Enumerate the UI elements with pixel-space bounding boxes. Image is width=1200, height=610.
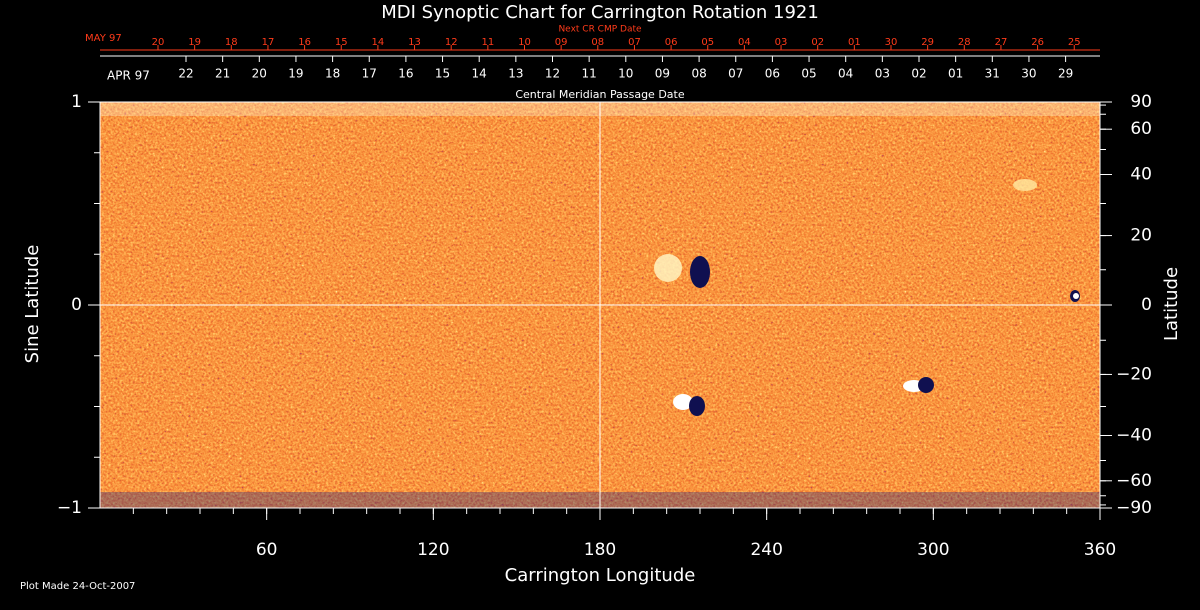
cmp-date: 01 (948, 67, 963, 81)
cmp-date: 10 (618, 67, 633, 81)
next-cr-month: MAY 97 (85, 33, 122, 44)
next-cr-date: 14 (372, 37, 385, 48)
next-cr-date: 10 (518, 37, 531, 48)
next-cr-date: 04 (738, 37, 751, 48)
next-cr-date: 07 (628, 37, 641, 48)
next-cr-date: 06 (665, 37, 678, 48)
next-cr-date: 30 (885, 37, 898, 48)
cmp-date: 15 (435, 67, 450, 81)
cmp-date: 20 (252, 67, 267, 81)
next-cr-date: 11 (481, 37, 494, 48)
cmp-month: APR 97 (107, 69, 150, 83)
cmp-date: 29 (1058, 67, 1073, 81)
next-cr-date: 28 (958, 37, 971, 48)
x-tick-label: 60 (256, 540, 278, 560)
next-cr-date: 12 (445, 37, 458, 48)
next-cr-date: 08 (591, 37, 604, 48)
cmp-date: 19 (288, 67, 303, 81)
y2-tick-label: 0 (1141, 295, 1152, 315)
y-axis-label: Sine Latitude (22, 245, 43, 364)
y2-tick-label: −90 (1116, 498, 1152, 518)
cmp-date: 16 (398, 67, 413, 81)
top-axis-label: Next CR CMP Date (558, 25, 642, 35)
cmp-date: 03 (875, 67, 890, 81)
cmp-date: 18 (325, 67, 340, 81)
y2-tick-label: −60 (1116, 471, 1152, 491)
cmp-date: 11 (582, 67, 597, 81)
next-cr-date: 09 (555, 37, 568, 48)
next-cr-date: 01 (848, 37, 861, 48)
cmp-date: 13 (508, 67, 523, 81)
next-cr-date: 13 (408, 37, 421, 48)
y-tick-label: 1 (71, 92, 82, 112)
x-tick-label: 180 (584, 540, 616, 560)
cmp-date: 08 (691, 67, 706, 81)
cmp-date: 17 (362, 67, 377, 81)
y2-tick-label: −20 (1116, 364, 1152, 384)
y2-tick-label: 40 (1130, 165, 1152, 185)
cmp-date: 14 (472, 67, 487, 81)
next-cr-date: 25 (1068, 37, 1081, 48)
cmp-date: 02 (911, 67, 926, 81)
cmp-date: 06 (765, 67, 780, 81)
y-tick-label: −1 (57, 498, 82, 518)
next-cr-date: 29 (921, 37, 934, 48)
next-cr-date: 03 (775, 37, 788, 48)
footer: Plot Made 24-Oct-2007 (20, 581, 135, 592)
next-cr-date: 16 (298, 37, 311, 48)
cmp-date: 30 (1021, 67, 1036, 81)
y2-tick-label: 60 (1130, 119, 1152, 139)
cmp-date: 05 (801, 67, 816, 81)
next-cr-date: 27 (995, 37, 1008, 48)
cmp-date: 12 (545, 67, 560, 81)
next-cr-date: 19 (188, 37, 201, 48)
y2-axis-label: Latitude (1161, 267, 1182, 341)
chart-title: MDI Synoptic Chart for Carrington Rotati… (381, 2, 819, 23)
cmp-date: 31 (985, 67, 1000, 81)
cmp-date: 04 (838, 67, 853, 81)
x-axis-label: Carrington Longitude (505, 565, 696, 586)
next-cr-date: 18 (225, 37, 238, 48)
next-cr-date: 26 (1031, 37, 1044, 48)
y2-tick-label: 20 (1130, 226, 1152, 246)
next-cr-date: 02 (811, 37, 824, 48)
cmp-date: 07 (728, 67, 743, 81)
next-cr-date: 20 (152, 37, 165, 48)
y2-tick-label: 90 (1130, 92, 1152, 112)
y-tick-label: 0 (71, 295, 82, 315)
x-tick-label: 120 (417, 540, 449, 560)
next-cr-date: 17 (262, 37, 275, 48)
x-tick-label: 240 (750, 540, 782, 560)
x-tick-label: 300 (917, 540, 949, 560)
next-cr-date: 05 (701, 37, 714, 48)
cmp-date: 22 (178, 67, 193, 81)
cmp-date: 09 (655, 67, 670, 81)
y2-tick-label: −40 (1116, 425, 1152, 445)
next-cr-date: 15 (335, 37, 348, 48)
cmp-date: 21 (215, 67, 230, 81)
x-tick-label: 360 (1084, 540, 1116, 560)
cmp-axis-label: Central Meridian Passage Date (515, 88, 684, 101)
